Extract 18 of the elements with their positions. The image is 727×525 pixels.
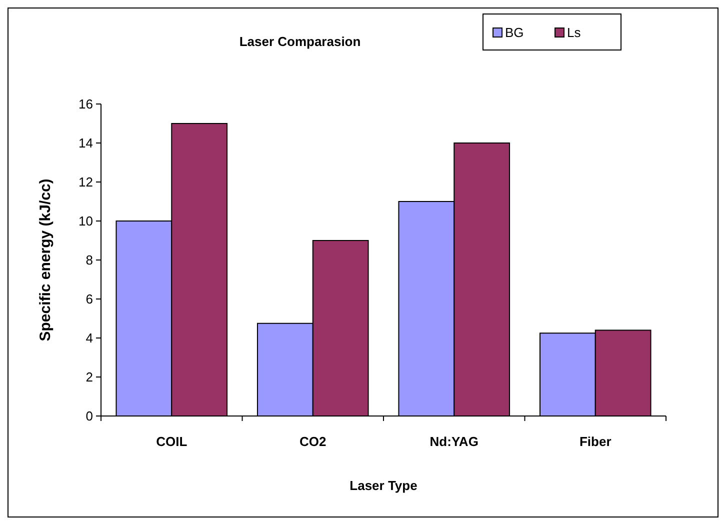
y-tick-label: 0: [86, 408, 93, 424]
y-tick-label: 12: [78, 174, 93, 190]
x-tick-label: COIL: [156, 434, 188, 449]
x-axis-title: Laser Type: [350, 478, 418, 493]
y-axis-title: Specific energy (kJ/cc): [37, 178, 54, 342]
chart-title: Laser Comparasion: [239, 34, 361, 49]
y-tick-label: 16: [78, 96, 93, 112]
x-tick-label: CO2: [300, 434, 326, 449]
x-tick-label: Fiber: [579, 434, 612, 449]
y-tick-label: 6: [86, 292, 93, 307]
y-tick-label: 2: [86, 370, 93, 385]
y-tick-label: 4: [86, 330, 93, 346]
x-tick-label: Nd:YAG: [430, 434, 478, 449]
y-tick-label: 10: [78, 214, 93, 229]
legend-label: BG: [505, 25, 524, 40]
y-tick-label: 8: [86, 252, 93, 268]
legend-label: Ls: [567, 25, 582, 40]
y-tick-label: 14: [78, 136, 93, 151]
